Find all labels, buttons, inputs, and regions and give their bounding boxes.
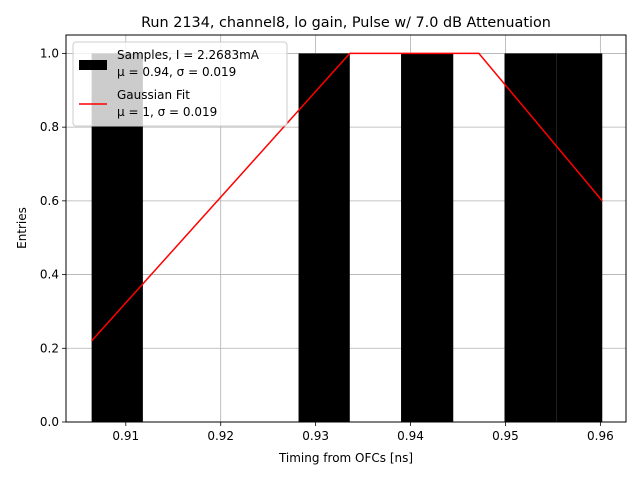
legend-samples-stats: μ = 0.94, σ = 0.019 — [117, 65, 236, 79]
histogram-bar — [401, 53, 454, 423]
y-tick-label: 0.4 — [40, 268, 59, 282]
fit-line-group — [91, 52, 603, 342]
x-tick-label: 0.95 — [492, 429, 519, 443]
x-tick-label: 0.96 — [587, 429, 614, 443]
x-tick-label: 0.93 — [302, 429, 329, 443]
legend-box — [72, 41, 288, 127]
y-tick-label: 0.2 — [40, 341, 59, 355]
legend: Samples, I = 2.2683mA μ = 0.94, σ = 0.01… — [72, 41, 288, 127]
histogram-bar — [556, 53, 603, 423]
gaussian-fit-line — [91, 52, 603, 342]
legend-fit-stats: μ = 1, σ = 0.019 — [117, 105, 217, 119]
legend-samples-label: Samples, I = 2.2683mA — [117, 48, 260, 62]
x-ticks: 0.91 0.92 0.93 0.94 0.95 0.96 — [112, 422, 614, 443]
plot-frame — [65, 34, 627, 423]
y-ticks: 0.0 0.2 0.4 0.6 0.8 1.0 — [40, 46, 66, 429]
x-tick-label: 0.94 — [397, 429, 424, 443]
x-tick-label: 0.91 — [112, 429, 139, 443]
x-axis-label: Timing from OFCs [ns] — [278, 451, 413, 465]
x-tick-label: 0.92 — [207, 429, 234, 443]
histogram-bar — [504, 53, 557, 423]
y-tick-label: 0.8 — [40, 120, 59, 134]
y-tick-label: 0.0 — [40, 415, 59, 429]
legend-fit-label: Gaussian Fit — [117, 88, 190, 102]
legend-swatch-samples — [79, 60, 107, 70]
bars — [91, 53, 603, 423]
y-tick-label: 0.6 — [40, 194, 59, 208]
chart-title: Run 2134, channel8, lo gain, Pulse w/ 7.… — [141, 15, 551, 31]
y-tick-label: 1.0 — [40, 46, 59, 60]
y-axis-label: Entries — [15, 207, 29, 249]
histogram-bar — [298, 53, 350, 423]
